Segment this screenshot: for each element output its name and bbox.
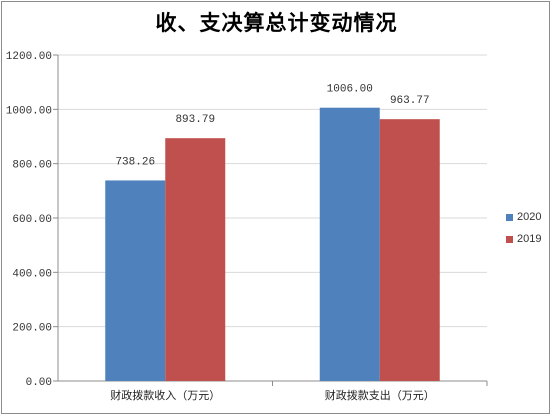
- category-label-0: 财政拨款收入（万元）: [110, 388, 220, 402]
- data-label-2019-1: 963.77: [390, 95, 430, 107]
- bar-2020-0: [105, 180, 166, 381]
- legend-label-2019: 2019: [517, 233, 542, 245]
- legend-swatch-2019: [506, 235, 513, 243]
- data-label-2020-1: 1006.00: [327, 84, 373, 96]
- ytick-label-2: 400.00: [12, 268, 52, 280]
- ytick-label-1: 200.00: [12, 323, 52, 335]
- legend-swatch-2020: [506, 213, 513, 221]
- data-label-2020-0: 738.26: [115, 156, 155, 168]
- chart-title: 收、支决算总计变动情况: [155, 10, 398, 35]
- ytick-label-5: 1000.00: [6, 105, 52, 117]
- ytick-label-6: 1200.00: [6, 51, 52, 63]
- legend: 2020 2019: [506, 206, 541, 250]
- data-label-2019-0: 893.79: [175, 114, 215, 126]
- ytick-label-4: 800.00: [12, 160, 52, 172]
- bar-2019-1: [379, 119, 440, 382]
- bar-2019-0: [165, 138, 226, 381]
- legend-label-2020: 2020: [517, 211, 542, 223]
- category-label-1: 财政拨款支出（万元）: [325, 388, 435, 402]
- ytick-label-0: 0.00: [26, 377, 52, 389]
- legend-item-2019: 2019: [506, 228, 541, 250]
- ytick-label-3: 600.00: [12, 214, 52, 226]
- bar-2020-1: [319, 107, 380, 381]
- legend-item-2020: 2020: [506, 206, 541, 228]
